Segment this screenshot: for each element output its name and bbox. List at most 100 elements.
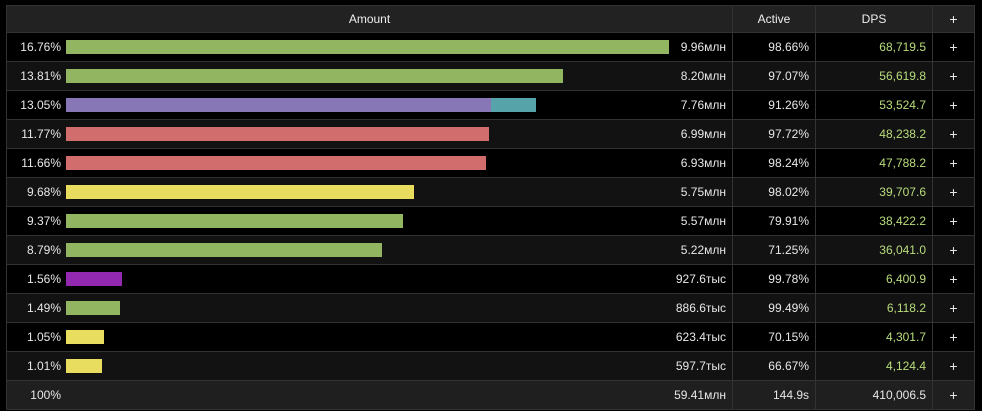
active-value: 99.78% xyxy=(732,264,816,294)
amount-value: 886.6тыс xyxy=(675,301,726,315)
dps-value: 47,788.2 xyxy=(815,148,933,178)
bar-segment xyxy=(66,330,104,344)
amount-header[interactable]: Amount xyxy=(6,5,733,33)
amount-cell: 1.01% 597.7тыс xyxy=(6,351,733,381)
table-row[interactable]: 1.05% 623.4тыс 70.15% 4,301.7 + xyxy=(6,322,975,352)
amount-value: 5.57млн xyxy=(680,214,726,228)
expand-row-button[interactable]: + xyxy=(932,235,975,265)
amount-value: 8.20млн xyxy=(680,69,726,83)
table-row[interactable]: 8.79% 5.22млн 71.25% 36,041.0 + xyxy=(6,235,975,265)
bar-segment xyxy=(66,69,563,83)
active-value: 98.02% xyxy=(732,177,816,207)
table-row[interactable]: 1.01% 597.7тыс 66.67% 4,124.4 + xyxy=(6,351,975,381)
expand-row-button[interactable]: + xyxy=(932,61,975,91)
expand-row-button[interactable]: + xyxy=(932,119,975,149)
bar-segment xyxy=(66,127,490,141)
percent: 1.56% xyxy=(26,272,61,286)
expand-row-button[interactable]: + xyxy=(932,322,975,352)
dps-value: 410,006.5 xyxy=(815,380,933,410)
active-value: 99.49% xyxy=(732,293,816,323)
table-row[interactable]: 13.05% 7.76млн 91.26% 53,524.7 + xyxy=(6,90,975,120)
amount-bar xyxy=(66,127,490,141)
amount-value: 5.75млн xyxy=(680,185,726,199)
table-row[interactable]: 1.56% 927.6тыс 99.78% 6,400.9 + xyxy=(6,264,975,294)
amount-value: 59.41млн xyxy=(674,388,726,402)
bar-segment xyxy=(66,185,415,199)
table-row[interactable]: 16.76% 9.96млн 98.66% 68,719.5 + xyxy=(6,32,975,62)
percent: 13.81% xyxy=(20,69,61,83)
bar-segment xyxy=(66,40,669,54)
dps-value: 48,238.2 xyxy=(815,119,933,149)
expand-row-button[interactable]: + xyxy=(932,148,975,178)
percent: 1.05% xyxy=(26,330,61,344)
amount-cell: 1.49% 886.6тыс xyxy=(6,293,733,323)
expand-row-button[interactable]: + xyxy=(932,177,975,207)
damage-meter-table: Amount Active DPS + 16.76% 9.96млн 98.66… xyxy=(6,5,975,410)
expand-row-button[interactable]: + xyxy=(932,90,975,120)
amount-bar xyxy=(66,272,123,286)
bar-segment xyxy=(66,359,103,373)
percent: 1.01% xyxy=(26,359,61,373)
expand-row-button[interactable]: + xyxy=(932,264,975,294)
dps-value: 4,301.7 xyxy=(815,322,933,352)
bar-segment xyxy=(490,98,536,112)
amount-bar xyxy=(66,214,404,228)
table-row[interactable]: 11.77% 6.99млн 97.72% 48,238.2 + xyxy=(6,119,975,149)
active-value: 71.25% xyxy=(732,235,816,265)
dps-value: 53,524.7 xyxy=(815,90,933,120)
add-column-button[interactable]: + xyxy=(932,5,975,33)
amount-cell: 100% 59.41млн xyxy=(6,380,733,410)
amount-cell: 13.05% 7.76млн xyxy=(6,90,733,120)
table-row[interactable]: 11.66% 6.93млн 98.24% 47,788.2 + xyxy=(6,148,975,178)
table-row[interactable]: 1.49% 886.6тыс 99.49% 6,118.2 + xyxy=(6,293,975,323)
total-row[interactable]: 100% 59.41млн 144.9s 410,006.5 + xyxy=(6,380,975,410)
amount-bar xyxy=(66,330,104,344)
percent: 9.68% xyxy=(26,185,61,199)
amount-cell: 9.37% 5.57млн xyxy=(6,206,733,236)
expand-row-button[interactable]: + xyxy=(932,380,975,410)
percent: 13.05% xyxy=(20,98,61,112)
dps-value: 6,118.2 xyxy=(815,293,933,323)
bar-segment xyxy=(66,214,404,228)
percent: 100% xyxy=(30,388,61,402)
active-value: 70.15% xyxy=(732,322,816,352)
header-row: Amount Active DPS + xyxy=(6,5,975,33)
dps-value: 39,707.6 xyxy=(815,177,933,207)
expand-row-button[interactable]: + xyxy=(932,32,975,62)
dps-value: 56,619.8 xyxy=(815,61,933,91)
amount-cell: 8.79% 5.22млн xyxy=(6,235,733,265)
dps-value: 68,719.5 xyxy=(815,32,933,62)
amount-bar xyxy=(66,69,563,83)
table-row[interactable]: 9.37% 5.57млн 79.91% 38,422.2 + xyxy=(6,206,975,236)
amount-value: 7.76млн xyxy=(680,98,726,112)
active-value: 91.26% xyxy=(732,90,816,120)
amount-value: 9.96млн xyxy=(680,40,726,54)
amount-value: 927.6тыс xyxy=(675,272,726,286)
percent: 9.37% xyxy=(26,214,61,228)
active-value: 98.66% xyxy=(732,32,816,62)
expand-row-button[interactable]: + xyxy=(932,351,975,381)
amount-bar xyxy=(66,185,415,199)
table-row[interactable]: 13.81% 8.20млн 97.07% 56,619.8 + xyxy=(6,61,975,91)
amount-cell: 11.77% 6.99млн xyxy=(6,119,733,149)
amount-value: 6.99млн xyxy=(680,127,726,141)
dps-value: 36,041.0 xyxy=(815,235,933,265)
percent: 16.76% xyxy=(20,40,61,54)
amount-cell: 1.56% 927.6тыс xyxy=(6,264,733,294)
amount-bar xyxy=(66,243,383,257)
expand-row-button[interactable]: + xyxy=(932,293,975,323)
dps-header[interactable]: DPS xyxy=(815,5,933,33)
bar-segment xyxy=(66,98,491,112)
active-header[interactable]: Active xyxy=(732,5,816,33)
bar-segment xyxy=(66,243,383,257)
amount-bar xyxy=(66,301,120,315)
active-value: 66.67% xyxy=(732,351,816,381)
amount-cell: 1.05% 623.4тыс xyxy=(6,322,733,352)
active-value: 97.07% xyxy=(732,61,816,91)
amount-value: 6.93млн xyxy=(680,156,726,170)
expand-row-button[interactable]: + xyxy=(932,206,975,236)
amount-bar xyxy=(66,40,669,54)
table-row[interactable]: 9.68% 5.75млн 98.02% 39,707.6 + xyxy=(6,177,975,207)
amount-value: 5.22млн xyxy=(680,243,726,257)
active-value: 97.72% xyxy=(732,119,816,149)
